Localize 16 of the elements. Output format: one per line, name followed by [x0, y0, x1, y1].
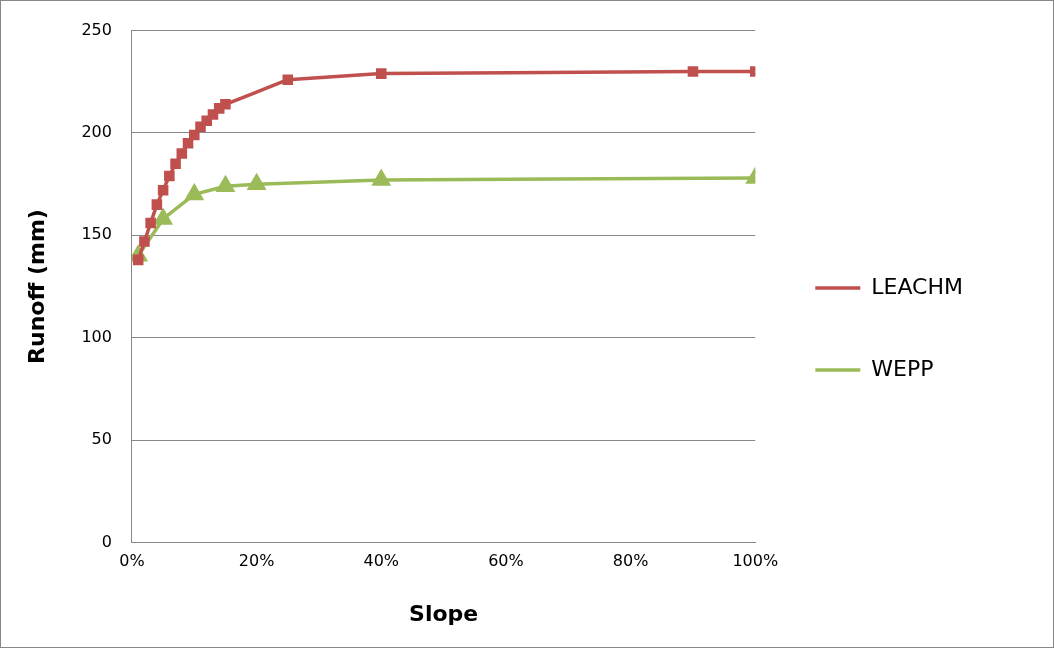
y-axis-title: Runoff (mm) — [23, 209, 49, 364]
x-tick-label: 100% — [732, 551, 779, 571]
x-tick-label: 40% — [363, 551, 400, 571]
y-tick-label: 150 — [81, 224, 112, 244]
y-tick-label: 100 — [81, 326, 112, 346]
y-tick-label: 50 — [91, 429, 112, 449]
y-tick-label: 250 — [81, 19, 112, 39]
x-tick-label: 20% — [238, 551, 275, 571]
legend-label: LEACHM — [871, 273, 964, 299]
legend-label: WEPP — [871, 355, 934, 381]
x-tick-label: 0% — [119, 551, 145, 571]
x-tick-label: 60% — [488, 551, 524, 571]
y-tick-label: 0 — [101, 531, 112, 551]
x-axis-title: Slope — [409, 600, 479, 626]
x-tick-label: 80% — [612, 551, 649, 571]
y-tick-label: 200 — [81, 122, 112, 142]
